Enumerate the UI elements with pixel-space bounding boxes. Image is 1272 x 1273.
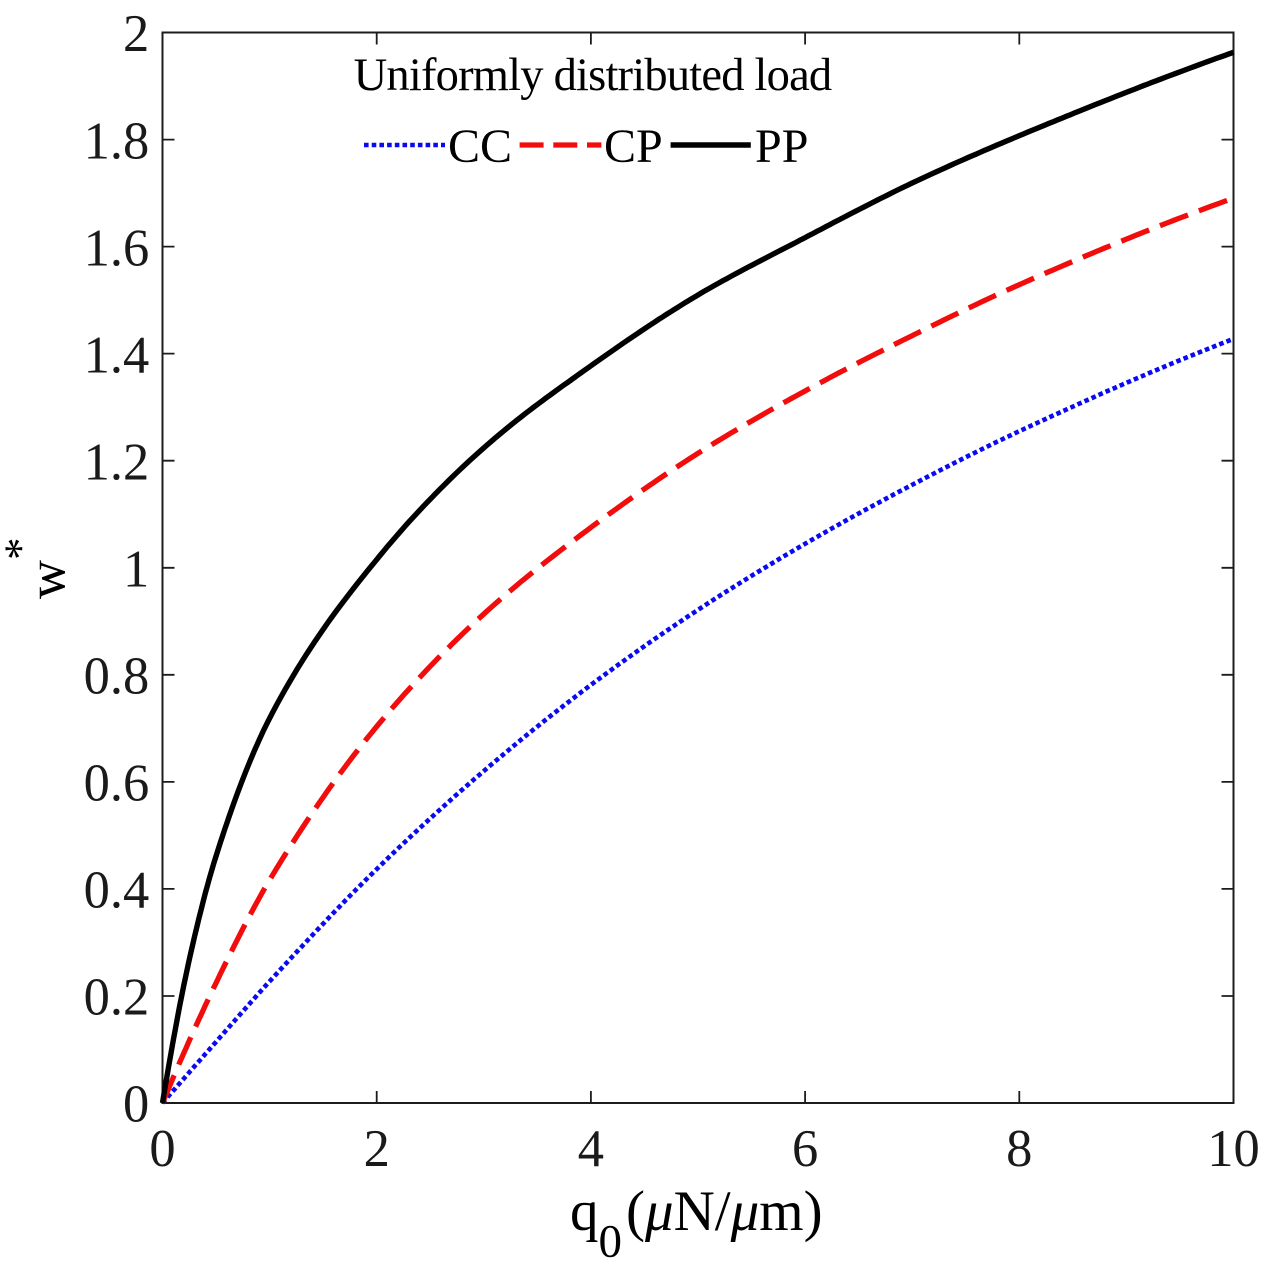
svg-text:Uniformly distributed load: Uniformly distributed load — [354, 50, 832, 101]
svg-text:1.2: 1.2 — [84, 433, 150, 491]
svg-text:1.6: 1.6 — [84, 219, 150, 277]
svg-text:CC: CC — [448, 120, 512, 173]
svg-text:0.2: 0.2 — [84, 969, 150, 1027]
svg-text:2: 2 — [364, 1120, 390, 1178]
svg-text:6: 6 — [792, 1120, 818, 1178]
svg-text:0.8: 0.8 — [84, 648, 150, 706]
svg-text:1.4: 1.4 — [84, 326, 150, 384]
svg-text:0: 0 — [149, 1120, 175, 1178]
svg-text:CP: CP — [604, 120, 663, 173]
svg-text:0.6: 0.6 — [84, 755, 150, 813]
svg-text:1.8: 1.8 — [84, 112, 150, 170]
svg-text:0.4: 0.4 — [84, 862, 150, 920]
svg-text:10: 10 — [1207, 1120, 1260, 1178]
svg-text:4: 4 — [578, 1120, 604, 1178]
svg-text:1: 1 — [123, 541, 149, 599]
svg-text:8: 8 — [1006, 1120, 1032, 1178]
svg-text:PP: PP — [755, 120, 808, 173]
svg-text:2: 2 — [123, 5, 149, 63]
svg-text:0: 0 — [123, 1076, 149, 1134]
